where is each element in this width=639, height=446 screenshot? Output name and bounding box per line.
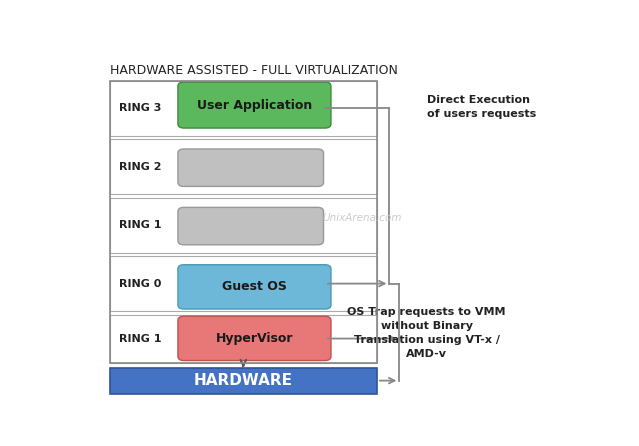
Text: User Application: User Application: [197, 99, 312, 112]
Text: Guest OS: Guest OS: [222, 281, 287, 293]
Text: RING 2: RING 2: [118, 162, 161, 172]
Text: HARDWARE ASSISTED - FULL VIRTUALIZATION: HARDWARE ASSISTED - FULL VIRTUALIZATION: [110, 64, 397, 77]
Text: RING 1: RING 1: [118, 220, 161, 230]
Bar: [110, 368, 377, 393]
FancyBboxPatch shape: [178, 149, 323, 186]
Text: UnixArena.com: UnixArena.com: [323, 213, 402, 223]
Bar: [110, 256, 377, 311]
Bar: [110, 81, 377, 136]
FancyBboxPatch shape: [178, 316, 331, 360]
FancyBboxPatch shape: [178, 207, 323, 245]
Bar: [110, 198, 377, 253]
Text: RING 1: RING 1: [118, 334, 161, 343]
Text: RING 0: RING 0: [118, 279, 161, 289]
Bar: [110, 81, 377, 363]
Text: OS Trap requests to VMM
without Binary
Translation using VT-x /
AMD-v: OS Trap requests to VMM without Binary T…: [347, 307, 506, 359]
Text: HARDWARE: HARDWARE: [194, 373, 293, 388]
FancyBboxPatch shape: [178, 82, 331, 128]
Text: Direct Execution
of users requests: Direct Execution of users requests: [427, 95, 535, 119]
Text: HyperVisor: HyperVisor: [216, 332, 293, 345]
Bar: [110, 314, 377, 363]
FancyBboxPatch shape: [178, 265, 331, 309]
Text: RING 3: RING 3: [118, 103, 161, 113]
Bar: [110, 139, 377, 194]
